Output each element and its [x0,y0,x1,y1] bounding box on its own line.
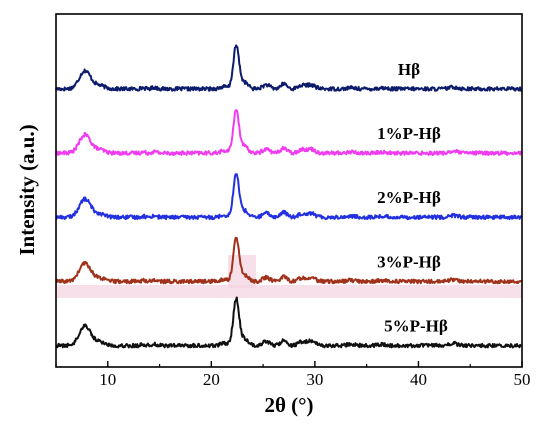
x-tick-label: 50 [514,370,531,389]
plot-frame [55,13,523,368]
x-axis-ticks: 10 20 30 40 50 [55,361,531,389]
x-tick-label: 10 [99,370,116,389]
series-line [55,173,523,221]
highlight-bands [56,255,522,298]
series-label: 1%P-Hβ [377,124,441,143]
x-axis-title: 2θ (°) [264,393,313,417]
series-label: 2%P-Hβ [377,188,441,207]
x-tick-label: 30 [306,370,323,389]
y-axis-title: Intensity (a.u.) [15,124,39,255]
series-label: 5%P-Hβ [384,317,448,336]
series-line [55,109,523,156]
series-line [55,236,523,285]
series-label: 3%P-Hβ [377,252,441,271]
series-labels: Hβ 1%P-Hβ 2%P-Hβ 3%P-Hβ 5%P-Hβ [377,60,448,336]
series-layer [55,44,523,349]
highlight-band [56,285,522,298]
x-tick-label: 20 [203,370,220,389]
series-line [55,44,523,92]
series-line [55,296,522,349]
x-tick-label: 40 [410,370,427,389]
series-label: Hβ [398,60,420,79]
